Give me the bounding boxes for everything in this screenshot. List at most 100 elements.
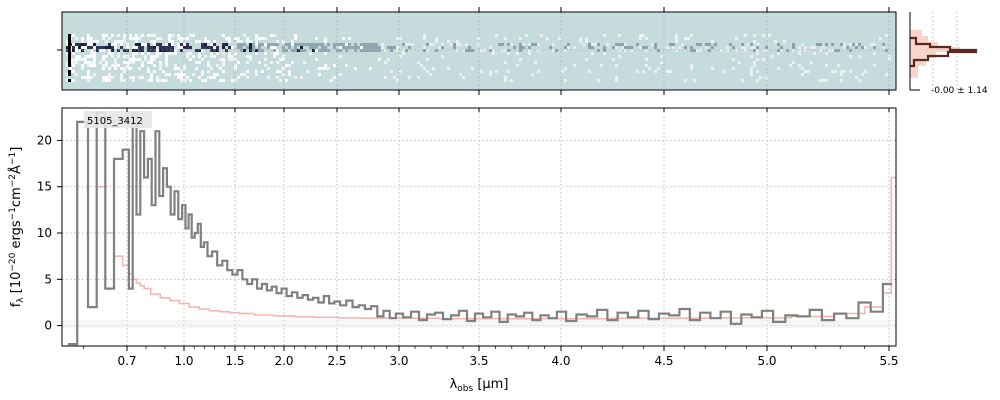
error-series-line (98, 176, 896, 320)
spectrum-2d-pixel (546, 37, 549, 40)
spectrum-2d-pixel (207, 61, 210, 64)
spectrum-2d-pixel (675, 37, 678, 40)
spectrum-2d-pixel (81, 46, 84, 49)
spectrum-2d-pixel (270, 34, 273, 37)
spectrum-2d-pixel (507, 49, 510, 52)
spectrum-2d-pixel (714, 43, 717, 46)
spectrum-2d-pixel (294, 49, 297, 52)
spectrum-2d-pixel (120, 79, 123, 82)
spectrum-2d-pixel (531, 73, 534, 76)
spectrum-2d-pixel (579, 37, 582, 40)
profile-line (910, 36, 978, 68)
spectrum-2d-pixel (84, 76, 87, 79)
spectrum-2d-pixel (489, 70, 492, 73)
spectrum-2d-pixel (114, 46, 117, 49)
spectrum-2d-pixel (459, 73, 462, 76)
spectrum-2d-pixel (777, 67, 780, 70)
spectrum-2d-pixel (258, 43, 261, 46)
spectrum-2d-pixel (873, 52, 876, 55)
spectrum-2d-pixel (246, 40, 249, 43)
spectrum-2d-pixel (213, 73, 216, 76)
spectrum-2d-pixel (258, 37, 261, 40)
spectrum-2d-pixel (84, 55, 87, 58)
spectrum-2d-pixel (603, 52, 606, 55)
spectrum-2d-pixel (150, 73, 153, 76)
spectrum-2d-pixel (135, 37, 138, 40)
spectrum-2d-pixel (126, 46, 129, 49)
spectrum-2d-pixel (168, 49, 171, 52)
spectrum-2d-pixel (180, 70, 183, 73)
flux-series-line (67, 111, 892, 346)
spectrum-2d-pixel (516, 64, 519, 67)
spectrum-2d-pixel (804, 49, 807, 52)
spectrum-2d-pixel (420, 64, 423, 67)
spectrum-2d-pixel (174, 64, 177, 67)
spectrum-2d-pixel (120, 67, 123, 70)
spectrum-2d-pixel (594, 43, 597, 46)
spectrum-2d-pixel (129, 37, 132, 40)
spectrum-2d-pixel (858, 43, 861, 46)
spectrum-2d-pixel (318, 49, 321, 52)
spectrum-2d-pixel (165, 46, 168, 49)
spectrum-2d-pixel (273, 34, 276, 37)
spectrum-2d-pixel (534, 61, 537, 64)
y-axis-label: fλ [10−20 ergs−1cm−2Å−1] (8, 147, 26, 308)
spectrum-2d-pixel (759, 76, 762, 79)
spectrum-2d-pixel (756, 43, 759, 46)
spectrum-2d-pixel (840, 43, 843, 46)
spectrum-2d-pixel (84, 43, 87, 46)
spectrum-2d-pixel (102, 55, 105, 58)
spectrum-2d-pixel (462, 76, 465, 79)
spectrum-2d-pixel (372, 43, 375, 46)
spectrum-2d-pixel (129, 34, 132, 37)
spectrum-2d-pixel (441, 46, 444, 49)
spectrum-2d-pixel (207, 40, 210, 43)
spectrum-2d-pixel (66, 49, 69, 52)
spectrum-2d-pixel (135, 43, 138, 46)
spectrum-2d-pixel (315, 58, 318, 61)
spectrum-2d-pixel (177, 73, 180, 76)
spectrum-2d-pixel (68, 34, 71, 37)
spectrum-2d-pixel (132, 49, 135, 52)
spectrum-2d-pixel (567, 46, 570, 49)
spectrum-2d-pixel (300, 49, 303, 52)
spectrum-2d-pixel (447, 40, 450, 43)
spectrum-2d-pixel (378, 58, 381, 61)
spectrum-2d-pixel (312, 46, 315, 49)
spectrum-2d-pixel (171, 40, 174, 43)
spectrum-2d-pixel (183, 64, 186, 67)
spectrum-2d-pixel (156, 43, 159, 46)
spectrum-2d-pixel (132, 79, 135, 82)
spectrum-2d-pixel (84, 61, 87, 64)
spectrum-2d-pixel (882, 46, 885, 49)
spectrum-2d-pixel (126, 61, 129, 64)
spectrum-2d-pixel (285, 79, 288, 82)
spectrum-2d-pixel (873, 64, 876, 67)
spectrum-2d-pixel (264, 37, 267, 40)
spectrum-2d-pixel (591, 52, 594, 55)
spectrum-2d-pixel (123, 70, 126, 73)
spectrum-2d-pixel (240, 73, 243, 76)
spectrum-2d-pixel (678, 46, 681, 49)
x-tick-label: 3.5 (469, 354, 488, 368)
spectrum-2d-pixel (234, 37, 237, 40)
spectrum-2d-pixel (612, 58, 615, 61)
spectrum-2d-pixel (405, 43, 408, 46)
spectrum-2d-pixel (384, 49, 387, 52)
spectrum-2d-pixel (615, 64, 618, 67)
spectrum-2d-pixel (228, 55, 231, 58)
spectrum-2d-pixel (249, 43, 252, 46)
spectrum-2d-pixel (264, 52, 267, 55)
spectrum-2d-pixel (417, 61, 420, 64)
spectrum-2d-pixel (672, 46, 675, 49)
spectrum-2d-pixel (213, 43, 216, 46)
spectrum-2d-pixel (360, 46, 363, 49)
spectrum-2d-pixel (81, 43, 84, 46)
spectrum-2d-pixel (432, 67, 435, 70)
spectrum-2d-pixel (339, 43, 342, 46)
spectrum-2d-pixel (138, 37, 141, 40)
spectrum-2d-pixel (198, 49, 201, 52)
spectrum-2d-pixel (96, 46, 99, 49)
spectrum-2d-pixel (75, 73, 78, 76)
